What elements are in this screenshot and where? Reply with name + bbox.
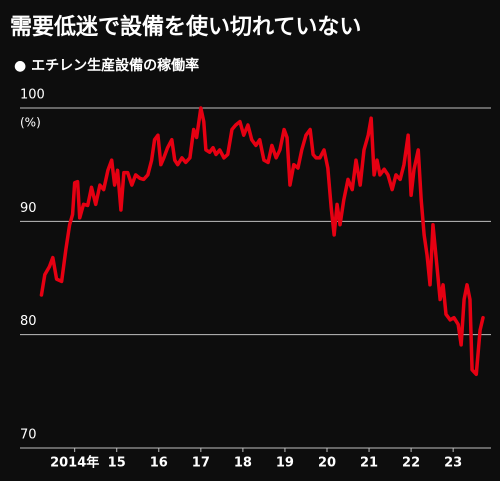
- y-tick-label: 80: [20, 314, 37, 329]
- y-tick-label: 100: [20, 88, 45, 103]
- x-tick-label: 2014年: [50, 455, 99, 471]
- x-tick-label: 23: [444, 456, 462, 471]
- x-tick-label: 19: [276, 456, 294, 471]
- x-tick-label: 18: [234, 456, 252, 471]
- x-tick-label: 16: [150, 456, 168, 471]
- data-line: [39, 106, 485, 377]
- y-unit: (%): [20, 116, 41, 130]
- chart-title: 需要低迷で設備を使い切れていない: [10, 14, 361, 40]
- x-tick-label: 20: [318, 456, 336, 471]
- x-tick-label: 17: [192, 456, 210, 471]
- x-tick-label: 21: [360, 456, 378, 471]
- y-tick-label: 70: [20, 428, 37, 443]
- chart-subtitle: ● エチレン生産設備の稼働率: [14, 57, 199, 74]
- x-tick-label: 22: [402, 456, 420, 471]
- y-tick-label: 90: [20, 201, 37, 216]
- x-tick-label: 15: [108, 456, 126, 471]
